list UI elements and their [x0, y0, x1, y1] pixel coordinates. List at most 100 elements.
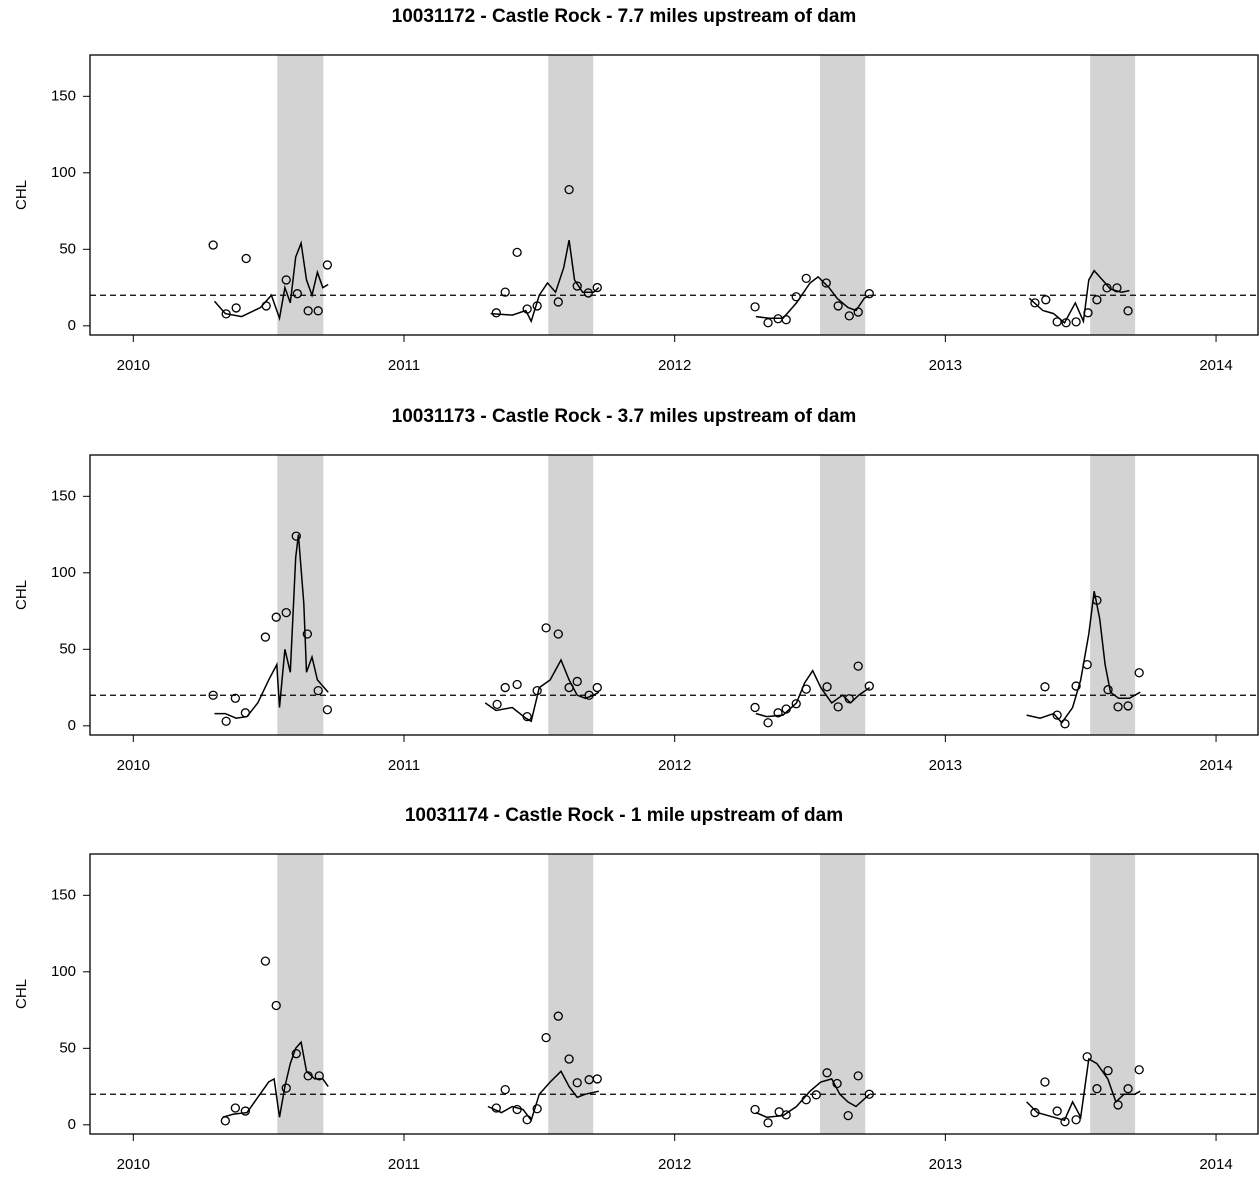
shaded-period — [820, 854, 866, 1134]
data-point — [303, 306, 313, 316]
shaded-period — [548, 455, 594, 735]
data-point — [750, 702, 760, 713]
data-point — [1123, 306, 1133, 316]
data-point — [500, 1084, 510, 1095]
data-point — [512, 1104, 522, 1115]
y-tick-label: 0 — [68, 1116, 76, 1133]
data-point — [801, 273, 811, 284]
data-point — [1102, 283, 1112, 293]
data-point — [1103, 1066, 1113, 1076]
data-point — [532, 685, 542, 696]
data-point — [313, 306, 323, 316]
data-point — [584, 690, 594, 700]
data-point — [864, 1089, 874, 1099]
x-tick-label: 2012 — [658, 1156, 691, 1173]
data-point — [1092, 1084, 1102, 1094]
shaded-period — [820, 455, 866, 735]
data-point — [1052, 1106, 1062, 1116]
data-point — [781, 315, 791, 325]
data-point — [322, 705, 333, 715]
data-point — [302, 629, 313, 639]
shaded-period — [548, 55, 594, 335]
y-axis-label: CHL — [13, 580, 30, 610]
data-point — [853, 1071, 863, 1081]
data-point — [564, 1054, 574, 1064]
data-point — [1071, 681, 1081, 691]
data-point — [1060, 1117, 1070, 1127]
x-tick-label: 2014 — [1199, 1156, 1232, 1173]
data-point — [281, 1083, 291, 1093]
data-point — [572, 676, 582, 687]
data-point — [1123, 1084, 1133, 1094]
data-point — [833, 702, 843, 712]
data-point — [822, 682, 832, 692]
data-point — [491, 1103, 501, 1113]
x-tick-label: 2014 — [1199, 357, 1232, 374]
data-point — [763, 318, 773, 328]
data-point — [1092, 295, 1102, 305]
data-point — [750, 1104, 760, 1115]
data-point — [1040, 682, 1050, 692]
data-point — [291, 531, 301, 541]
x-tick-label: 2010 — [117, 1156, 150, 1173]
plot-frame — [89, 853, 1259, 1135]
data-point — [240, 708, 251, 718]
x-tick-label: 2013 — [929, 1156, 962, 1173]
data-point — [1113, 702, 1123, 712]
data-point — [1134, 1065, 1144, 1075]
data-line — [222, 1040, 1141, 1122]
data-point — [864, 289, 874, 299]
x-tick-label: 2011 — [388, 357, 420, 374]
data-point — [773, 708, 783, 718]
plot-frame — [89, 54, 1259, 336]
data-point — [271, 1000, 281, 1011]
x-tick-label: 2014 — [1199, 757, 1232, 774]
data-point — [532, 301, 542, 311]
y-tick-label: 100 — [51, 164, 76, 181]
data-point — [512, 247, 522, 258]
data-point — [1082, 1052, 1092, 1062]
y-axis-label: CHL — [13, 979, 30, 1009]
data-point — [1082, 659, 1092, 670]
y-tick-label: 100 — [51, 963, 76, 980]
data-point — [853, 307, 863, 317]
x-tick-label: 2010 — [117, 757, 150, 774]
data-point — [1060, 719, 1070, 729]
chart-title: 10031173 - Castle Rock - 3.7 miles upstr… — [392, 406, 857, 427]
data-point — [241, 253, 251, 264]
data-point — [592, 682, 602, 693]
data-point — [314, 1071, 324, 1081]
shaded-period — [277, 455, 324, 735]
data-point — [583, 288, 593, 298]
data-point — [522, 304, 532, 314]
data-point — [260, 632, 271, 642]
data-point — [240, 1106, 251, 1116]
data-point — [844, 694, 854, 704]
data-point — [1030, 1107, 1040, 1118]
y-tick-label: 0 — [68, 317, 76, 334]
data-point — [763, 1118, 773, 1128]
data-point — [843, 1110, 853, 1121]
data-point — [1061, 318, 1071, 328]
data-point — [844, 311, 854, 321]
chart-title: 10031174 - Castle Rock - 1 mile upstream… — [405, 805, 843, 826]
data-point — [821, 278, 831, 288]
data-point — [553, 629, 563, 639]
data-point — [322, 260, 333, 270]
data-point — [261, 301, 271, 311]
panel: 10031173 - Castle Rock - 3.7 miles upstr… — [13, 406, 1259, 774]
y-tick-label: 150 — [51, 886, 76, 903]
data-point — [572, 281, 582, 291]
shaded-period — [548, 854, 594, 1134]
data-point — [811, 1090, 821, 1100]
data-point — [532, 1104, 542, 1114]
plot-frame — [89, 454, 1259, 736]
data-point — [291, 1049, 301, 1059]
data-point — [572, 1078, 582, 1088]
data-point — [791, 292, 801, 302]
data-line — [213, 239, 1130, 324]
data-point — [1083, 308, 1093, 318]
data-point — [564, 184, 574, 195]
data-point — [512, 679, 522, 690]
data-point — [541, 623, 551, 633]
